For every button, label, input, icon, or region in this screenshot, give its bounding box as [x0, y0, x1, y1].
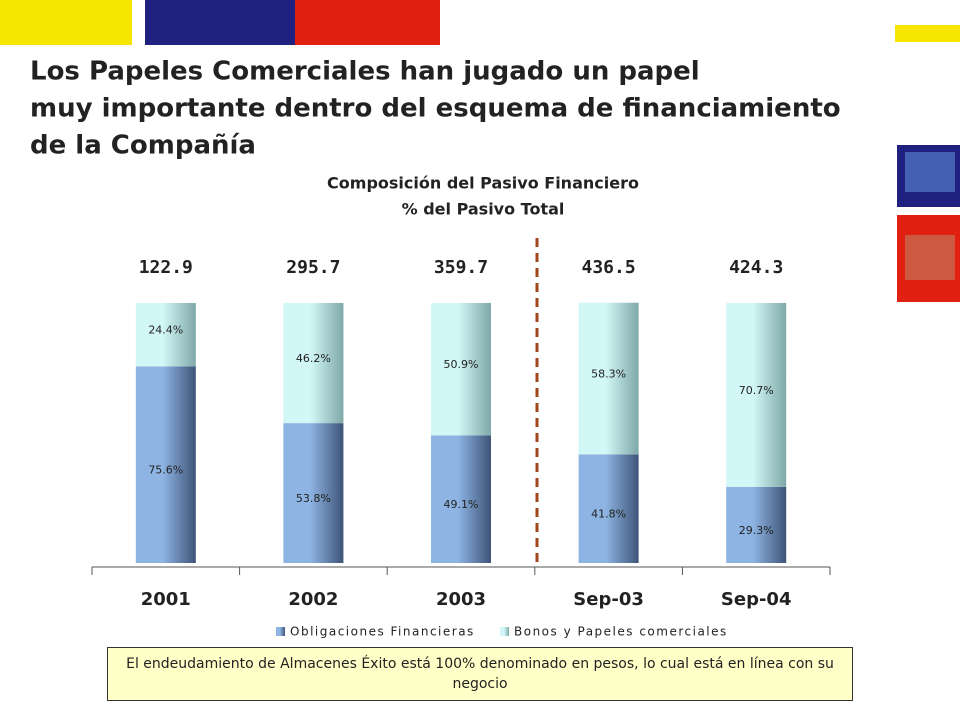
x-tick-label: 2003 [436, 589, 486, 610]
total-label: 122.9 [139, 257, 193, 278]
deco-yellow [0, 0, 132, 45]
value-label: 41.8% [591, 508, 626, 521]
bar-segment [578, 302, 639, 455]
value-label: 24.4% [148, 324, 183, 337]
value-label: 70.7% [739, 384, 774, 397]
total-label: 436.5 [582, 257, 636, 278]
legend-swatch [500, 627, 509, 636]
bar-segment [726, 486, 787, 563]
x-tick-label: Sep-03 [573, 589, 644, 610]
x-tick-label: 2002 [288, 589, 338, 610]
total-label: 295.7 [286, 257, 340, 278]
bar-segment [578, 454, 639, 563]
value-label: 58.3% [591, 368, 626, 381]
chart-title: % del Pasivo Total [402, 200, 565, 219]
bar-segment [431, 303, 491, 436]
slide-title: Los Papeles Comerciales han jugado un pa… [30, 57, 700, 87]
total-label: 359.7 [434, 257, 488, 278]
total-label: 424.3 [729, 257, 783, 278]
bar-segment [135, 366, 196, 563]
legend-swatch [276, 627, 285, 636]
value-label: 46.2% [296, 352, 331, 365]
bar-segment [431, 435, 491, 563]
chart-title: Composición del Pasivo Financiero [327, 174, 639, 193]
value-label: 49.1% [444, 498, 479, 511]
footnote: El endeudamiento de Almacenes Éxito está… [107, 647, 853, 701]
bar-segment [726, 303, 787, 487]
deco-image-red-inner [905, 235, 955, 280]
bar-segment [283, 423, 344, 563]
x-tick-label: 2001 [141, 589, 191, 610]
deco-yellow-right [895, 25, 960, 42]
value-label: 53.8% [296, 492, 331, 505]
deco-navy [145, 0, 295, 45]
value-label: 75.6% [148, 464, 183, 477]
slide-title: de la Compañía [30, 131, 256, 161]
slide-title: muy importante dentro del esquema de fin… [30, 94, 841, 124]
bar-segment [135, 303, 196, 367]
legend-label: Obligaciones Financieras [290, 625, 475, 639]
value-label: 29.3% [739, 524, 774, 537]
x-tick-label: Sep-04 [721, 589, 792, 610]
deco-image-blue-inner [905, 152, 955, 192]
deco-red [295, 0, 440, 45]
value-label: 50.9% [444, 358, 479, 371]
bar-segment [283, 303, 344, 424]
legend-label: Bonos y Papeles comerciales [514, 625, 728, 639]
